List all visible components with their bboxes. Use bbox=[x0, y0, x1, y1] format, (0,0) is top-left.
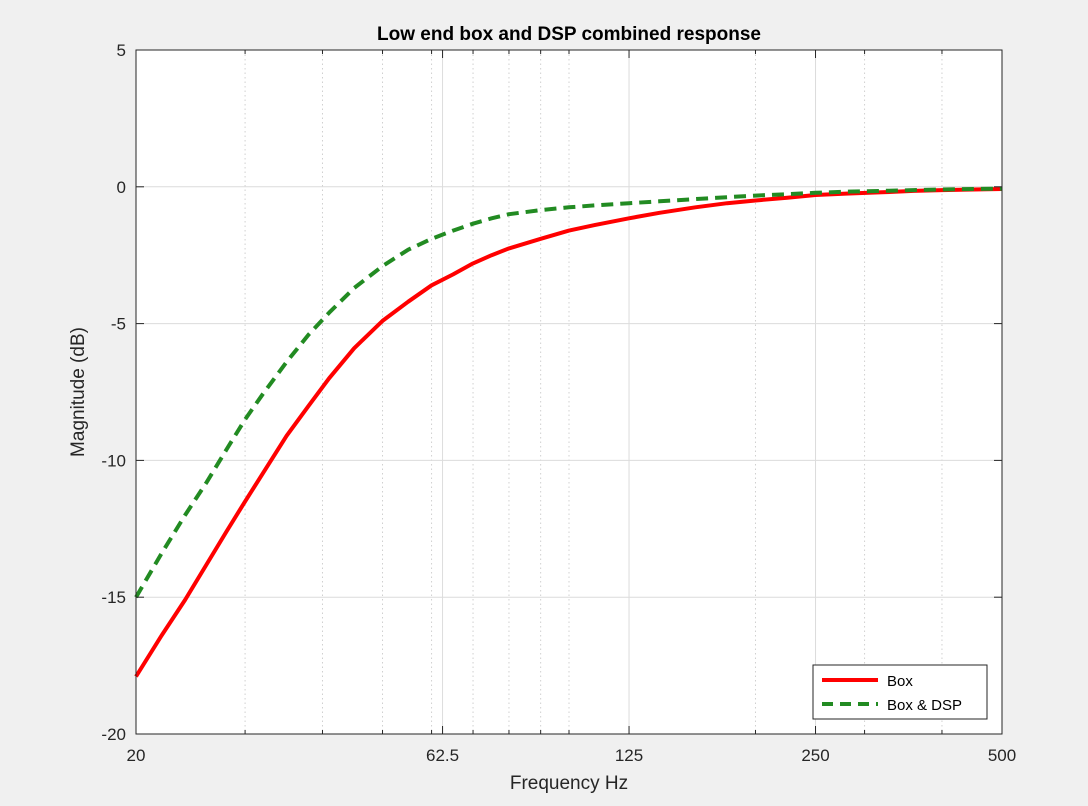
legend-label-box-dsp: Box & DSP bbox=[887, 697, 962, 714]
x-tick-label: 125 bbox=[615, 746, 643, 765]
series-layer bbox=[134, 186, 1003, 678]
y-tick-label: 5 bbox=[117, 41, 126, 60]
tick-marks bbox=[135, 49, 1003, 735]
series-line-box bbox=[134, 187, 1003, 678]
y-tick-label: -10 bbox=[101, 451, 126, 470]
y-tick-label: -15 bbox=[101, 588, 126, 607]
y-tick-label: -5 bbox=[111, 315, 126, 334]
y-tick-label: -20 bbox=[101, 725, 126, 744]
x-tick-label: 250 bbox=[801, 746, 829, 765]
legend: Box Box & DSP bbox=[812, 664, 988, 720]
series-line-box-dsp bbox=[134, 186, 1003, 599]
x-tick-label: 62.5 bbox=[426, 746, 459, 765]
y-tick-label: 0 bbox=[117, 178, 126, 197]
x-tick-labels: 20 62.5 125 250 500 bbox=[127, 746, 1017, 765]
x-axis-label: Frequency Hz bbox=[510, 773, 628, 794]
legend-box bbox=[812, 664, 988, 720]
chart-title: Low end box and DSP combined response bbox=[377, 24, 761, 45]
legend-label-box: Box bbox=[887, 673, 913, 690]
x-tick-label: 20 bbox=[127, 746, 146, 765]
y-tick-labels: -20 -15 -10 -5 0 5 bbox=[101, 41, 126, 744]
x-tick-label: 500 bbox=[988, 746, 1016, 765]
y-axis-label: Magnitude (dB) bbox=[68, 327, 89, 457]
